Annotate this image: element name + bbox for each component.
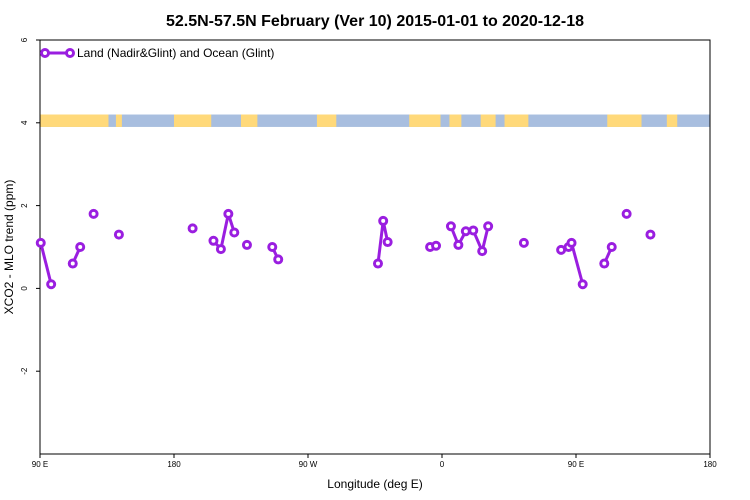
- data-point: [468, 225, 479, 236]
- x-tick-label: 90 W: [299, 460, 318, 469]
- legend-marker-left: [40, 48, 50, 58]
- y-axis-label: XCO2 - MLO trend (ppm): [2, 180, 16, 315]
- data-point: [273, 254, 284, 265]
- series-line: [212, 212, 236, 251]
- y-tick-label: 2: [20, 203, 29, 208]
- legend-marker-right: [65, 48, 75, 58]
- data-point: [460, 226, 471, 237]
- land-segment: [241, 114, 258, 127]
- x-axis-label: Longitude (deg E): [327, 477, 422, 491]
- chart-title: 52.5N-57.5N February (Ver 10) 2015-01-01…: [166, 13, 584, 30]
- data-point: [577, 279, 588, 290]
- land-segment: [666, 114, 678, 127]
- land-segment: [607, 114, 642, 127]
- x-tick-label: 90 E: [32, 460, 48, 469]
- data-point: [556, 244, 567, 255]
- land-segment: [504, 114, 529, 127]
- land-segment: [115, 114, 122, 127]
- data-point: [445, 221, 456, 232]
- data-point: [518, 237, 529, 248]
- data-point: [67, 258, 78, 269]
- data-point: [88, 208, 99, 219]
- data-point: [477, 246, 488, 257]
- data-point: [599, 258, 610, 269]
- y-axis: -2 0 2 4 6: [20, 37, 40, 375]
- x-tick-label: 0: [440, 460, 445, 469]
- data-point: [621, 208, 632, 219]
- y-tick-label: 0: [20, 286, 29, 291]
- x-tick-label: 180: [167, 460, 181, 469]
- legend-label: Land (Nadir&Glint) and Ocean (Glint): [77, 46, 274, 60]
- series-group: [35, 208, 656, 290]
- data-point: [645, 229, 656, 240]
- land-segment: [174, 114, 212, 127]
- data-point: [378, 215, 389, 226]
- data-point: [431, 240, 442, 251]
- land-segment: [316, 114, 337, 127]
- y-tick-label: 4: [20, 120, 29, 125]
- series-line: [39, 242, 53, 285]
- data-point: [46, 279, 57, 290]
- y-tick-label: -2: [20, 367, 29, 375]
- data-point: [229, 227, 240, 238]
- data-point: [75, 242, 86, 252]
- data-point: [241, 239, 252, 250]
- data-point: [35, 237, 46, 248]
- data-point: [215, 244, 226, 255]
- x-tick-label: 180: [703, 460, 717, 469]
- data-point: [113, 229, 124, 240]
- land-segment: [409, 114, 441, 127]
- land-ocean-band: [40, 114, 710, 127]
- data-point: [223, 208, 234, 219]
- x-tick-label: 90 E: [568, 460, 584, 469]
- data-point: [566, 237, 577, 248]
- legend: Land (Nadir&Glint) and Ocean (Glint): [40, 46, 274, 60]
- data-point: [453, 239, 464, 250]
- x-axis: 90 E 180 90 W 0 90 E 180: [32, 454, 717, 469]
- land-segment: [40, 114, 109, 127]
- data-point: [208, 235, 219, 246]
- land-segment: [449, 114, 462, 127]
- data-point: [606, 242, 617, 252]
- data-point: [372, 258, 383, 269]
- data-point: [382, 237, 393, 248]
- data-point: [267, 242, 278, 252]
- y-tick-label: 6: [20, 37, 29, 42]
- data-point: [483, 221, 494, 232]
- land-segment: [480, 114, 496, 127]
- data-point: [187, 223, 198, 234]
